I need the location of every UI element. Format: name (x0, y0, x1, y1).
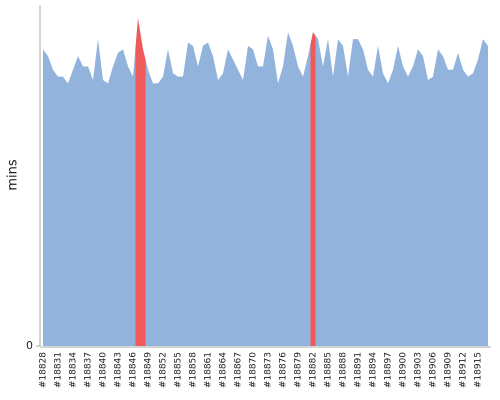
x-tick-label: #18831 (54, 352, 64, 388)
x-tick-label: #18828 (39, 352, 49, 388)
x-tick-label: #18885 (324, 352, 334, 388)
x-tick-label: #18843 (114, 352, 124, 388)
x-tick-label: #18855 (174, 352, 184, 388)
x-tick-label: #18846 (129, 352, 139, 388)
x-tick-label: #18882 (309, 352, 319, 388)
x-tick-label: #18903 (414, 352, 424, 388)
x-tick-label: #18915 (474, 352, 484, 388)
x-tick-label: #18867 (234, 352, 244, 388)
x-tick-label: #18873 (264, 352, 274, 388)
x-tick-label: #18858 (189, 352, 199, 388)
x-tick-label: #18894 (369, 352, 379, 388)
x-tick-label: #18840 (99, 352, 109, 388)
y-axis-label: mins (6, 159, 21, 191)
x-tick-label: #18897 (384, 352, 394, 388)
area (43, 18, 488, 346)
x-tick-label: #18912 (459, 352, 469, 388)
x-tick-label: #18891 (354, 352, 364, 388)
x-tick-label: #18864 (219, 352, 229, 388)
x-tick-label: #18900 (399, 352, 409, 388)
x-tick-label: #18852 (159, 352, 169, 388)
x-tick-label: #18861 (204, 352, 214, 388)
x-tick-label: #18834 (69, 352, 79, 388)
highlight-bar (135, 18, 141, 346)
highlight-bar (140, 33, 146, 347)
x-tick-label: #18909 (444, 352, 454, 388)
highlight-bar (310, 32, 316, 346)
x-tick-label: #18837 (84, 352, 94, 388)
x-tick-label: #18849 (144, 352, 154, 388)
y-tick-label: 0 (26, 339, 33, 352)
x-tick-label: #18876 (279, 352, 289, 388)
x-tick-label: #18870 (249, 352, 259, 388)
x-tick-label: #18879 (294, 352, 304, 388)
x-tick-label: #18888 (339, 352, 349, 388)
x-tick-label: #18906 (429, 352, 439, 388)
